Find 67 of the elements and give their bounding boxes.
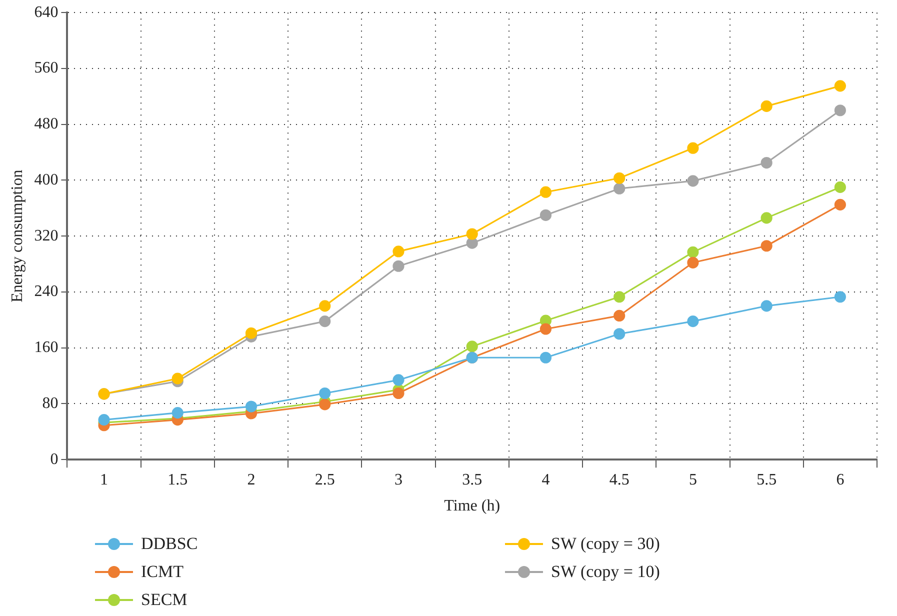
x-tick-label: 3.5: [462, 471, 482, 488]
x-tick-label: 1: [100, 471, 108, 488]
x-tick-label: 1.5: [168, 471, 188, 488]
y-tick-label: 160: [34, 339, 58, 356]
point: [760, 300, 772, 312]
legend-label: SW (copy = 30): [551, 534, 660, 554]
point: [834, 291, 846, 303]
legend-label: ICMT: [141, 562, 184, 582]
point: [319, 398, 331, 410]
point: [392, 374, 404, 386]
y-axis-title: Energy consumption: [8, 170, 26, 302]
x-axis-title: Time (h): [444, 498, 500, 515]
point: [687, 142, 699, 154]
point: [614, 172, 626, 184]
x-tick-label: 3: [394, 471, 402, 488]
point: [466, 237, 478, 249]
point: [540, 209, 552, 221]
point: [687, 246, 699, 258]
point: [540, 352, 552, 364]
x-tick-label: 5.5: [756, 471, 777, 488]
legend-label: DDBSC: [141, 534, 198, 554]
point: [392, 387, 404, 400]
point: [319, 316, 331, 328]
x-tick-label: 2.5: [314, 471, 335, 488]
point: [319, 300, 331, 312]
point: [466, 340, 478, 352]
point: [834, 104, 846, 116]
point: [172, 372, 184, 384]
legend-label: SW (copy = 10): [551, 562, 660, 582]
point: [834, 181, 846, 194]
y-tick-label: 560: [34, 60, 58, 77]
point: [245, 400, 258, 412]
point: [834, 198, 846, 210]
point: [760, 240, 772, 252]
y-tick-label: 320: [34, 227, 58, 244]
x-tick-label: 4: [542, 471, 550, 488]
point: [540, 323, 552, 335]
point: [614, 182, 626, 194]
x-tick-label: 5: [688, 471, 697, 488]
point: [687, 316, 699, 328]
point: [98, 414, 110, 426]
point: [614, 291, 626, 303]
point: [760, 212, 772, 224]
legend-label: SECM: [141, 590, 188, 610]
point: [245, 327, 258, 339]
point: [392, 246, 404, 258]
y-tick-label: 0: [50, 450, 58, 468]
point: [172, 407, 184, 419]
y-tick-label: 80: [42, 394, 58, 412]
y-tick-label: 480: [34, 116, 58, 133]
point: [834, 80, 846, 92]
point: [760, 156, 772, 169]
point: [687, 175, 699, 187]
point: [319, 387, 331, 400]
x-tick-label: 2: [247, 471, 256, 488]
y-tick-label: 240: [34, 283, 58, 300]
point: [687, 256, 699, 268]
point: [614, 310, 626, 322]
point: [540, 186, 552, 198]
y-tick-label: 640: [34, 4, 58, 21]
x-tick-label: 6: [836, 471, 844, 488]
point: [466, 228, 478, 240]
point: [614, 328, 626, 340]
y-tick-label: 400: [34, 171, 58, 188]
point: [760, 100, 772, 112]
point: [392, 260, 404, 272]
x-tick-label: 4.5: [609, 471, 630, 488]
